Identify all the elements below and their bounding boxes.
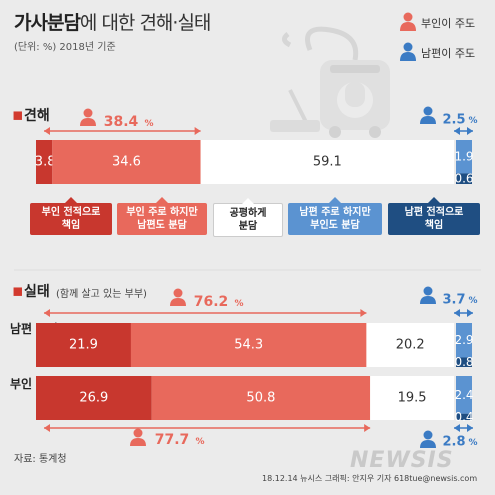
reality-husband-response-husband-total-arrow-head-right — [467, 309, 473, 317]
reality-wife-response-husband-total-icon — [420, 430, 436, 448]
opinion-value-equal: 59.1 — [313, 155, 342, 170]
category-box-wife-full: 부인 전적으로 책임 — [30, 197, 112, 235]
opinion-wife-total-icon — [80, 108, 96, 126]
category-box-husband-mostly: 남편 주로 하지만 부인도 분담 — [288, 197, 382, 235]
reality-husband-response-value-husband-full: 0.8 — [454, 355, 473, 369]
reality-wife-response-bar-equal — [370, 376, 454, 420]
section-title-reality: 실태 — [24, 284, 50, 300]
opinion-bar-husband-full — [456, 173, 472, 184]
reality-husband-response-bar-wife-full — [36, 323, 131, 367]
reality-husband-response-husband-total-unit: % — [468, 296, 477, 306]
reality-husband-response-wife-total: 76.2 — [194, 294, 229, 310]
reality-husband-response-wife-total-arrow-head-right — [360, 309, 367, 317]
opinion-wife-total-arrow-head-right — [194, 127, 201, 135]
opinion-husband-total: 2.5 — [442, 113, 465, 128]
reality-wife-response-bar-husband-mostly — [456, 376, 472, 414]
graphic-credit: 18.12.14 뉴시스 그래픽: 안지우 기자 618tue@newsis.c… — [262, 474, 478, 483]
opinion-value-husband-full: 0.6 — [454, 172, 473, 186]
source-note: 자료: 통계청 — [14, 454, 67, 465]
opinion-bar-husband-mostly — [456, 140, 472, 174]
opinion-wife-total-unit: % — [144, 119, 153, 129]
reality-husband-response-bar-husband-mostly — [456, 323, 472, 358]
category-box-equal: 공평하게 분담 — [213, 198, 283, 237]
reality-wife-response-bar-wife-mostly — [151, 376, 371, 420]
reality-wife-response-value-wife-mostly: 50.8 — [246, 391, 275, 406]
reality-wife-response-bar-husband-full — [456, 413, 472, 420]
reality-wife-response-wife-total-arrow-head-right — [364, 424, 371, 432]
reality-wife-response-value-husband-mostly: 2.4 — [454, 388, 473, 402]
opinion-bar-equal — [200, 140, 454, 184]
reality-wife-response-wife-total: 77.7 — [155, 432, 190, 448]
reality-wife-response-husband-total: 2.8 — [442, 435, 465, 450]
reality-husband-response-value-wife-mostly: 54.3 — [234, 338, 263, 353]
reality-wife-response-wife-total-arrow-head-left — [44, 424, 50, 432]
reality-husband-response-husband-total-icon — [420, 286, 436, 304]
page-title: 가사분담에 대한 견해·실태 — [14, 12, 211, 34]
reality-wife-response-husband-total-arrow-head-right — [467, 424, 473, 432]
reality-wife-response-bar-wife-full — [36, 376, 152, 420]
reality-husband-response-value-husband-mostly: 2.9 — [454, 333, 473, 347]
reality-husband-response-bar-wife-mostly — [130, 323, 367, 367]
reality-husband-response-wife-total-arrow-head-left — [44, 309, 50, 317]
watermark: NEWSIS — [350, 448, 454, 473]
reality-husband-response-husband-total: 3.7 — [442, 293, 465, 308]
opinion-husband-total-arrow-head-right — [467, 127, 473, 135]
vacuum-cleaner-illustration — [270, 26, 390, 138]
opinion-value-husband-mostly: 1.9 — [454, 150, 473, 164]
reality-wife-response-wife-total-unit: % — [195, 437, 204, 447]
category-box-wife-mostly: 부인 주로 하지만 남편도 분담 — [117, 197, 207, 235]
reality-husband-response-bar-husband-full — [456, 357, 472, 367]
reality-husband-response-bar-equal — [366, 323, 454, 367]
reality-wife-response-husband-total-unit: % — [468, 438, 477, 448]
opinion-husband-total-arrow-head-left — [454, 127, 460, 135]
opinion-value-wife-mostly: 34.6 — [112, 155, 141, 170]
person-icon-wife-legend — [400, 12, 416, 31]
opinion-bar-wife-mostly — [52, 140, 201, 184]
reality-husband-response-value-wife-full: 21.9 — [69, 338, 98, 353]
legend-husband-label: 남편이 주도 — [421, 47, 476, 60]
category-box-husband-full: 남편 전적으로 책임 — [388, 197, 480, 235]
reality-wife-response-husband-total-arrow-head-left — [454, 424, 460, 432]
reality-husband-response-husband-total-arrow-head-left — [454, 309, 460, 317]
reality-husband-response-wife-total-icon — [170, 288, 186, 306]
legend-wife-label: 부인이 주도 — [421, 17, 476, 30]
section-title-opinion: 견해 — [24, 108, 50, 124]
opinion-bar-wife-full — [36, 140, 53, 184]
opinion-wife-total: 38.4 — [104, 114, 139, 130]
opinion-husband-total-icon — [420, 106, 436, 124]
reality-husband-response-wife-total-unit: % — [234, 299, 243, 309]
unit-subtitle: (단위: %) 2018년 기준 — [14, 42, 116, 53]
reality-wife-response-value-wife-full: 26.9 — [79, 391, 108, 406]
opinion-wife-total-arrow-head-left — [44, 127, 50, 135]
reality-husband-response-value-equal: 20.2 — [396, 338, 425, 353]
reality-wife-response-value-husband-full: 0.4 — [454, 410, 473, 424]
opinion-husband-total-unit: % — [468, 116, 477, 126]
section-subtitle-reality: (함께 살고 있는 부부) — [56, 289, 147, 300]
opinion-value-wife-full: 3.8 — [35, 155, 56, 170]
person-icon-husband-legend — [400, 42, 416, 61]
reality-wife-response-value-equal: 19.5 — [398, 391, 427, 406]
reality-wife-response-wife-total-icon — [130, 428, 146, 446]
